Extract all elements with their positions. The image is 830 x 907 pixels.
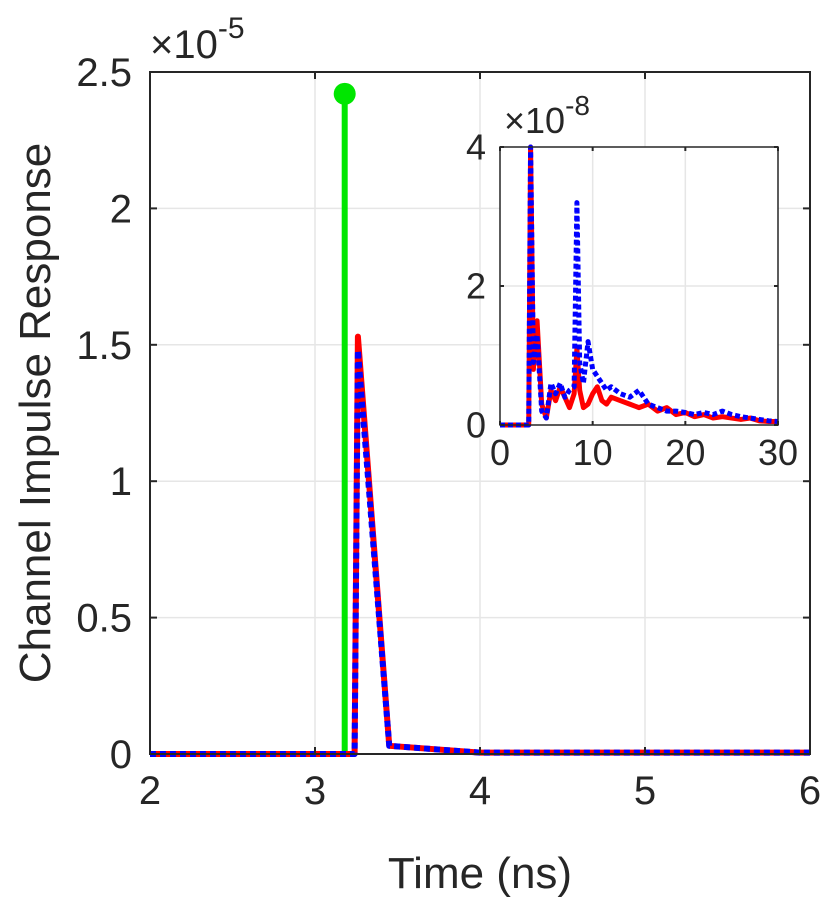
inset-series-blue-dotted	[500, 144, 779, 428]
main-y-tick-label: 1.5	[76, 324, 132, 368]
inset-x-tick-label: 10	[573, 432, 613, 473]
main-y-tick-label: 0	[110, 733, 132, 777]
main-x-tick-label: 6	[799, 769, 821, 813]
inset-ticks	[499, 146, 779, 426]
main-x-tick-label: 3	[304, 769, 326, 813]
inset-tick-labels: 0 10 20 30 0 2 4	[466, 127, 798, 473]
main-y-tick-label: 1	[110, 460, 132, 504]
main-y-axis-label: Channel Impulse Response	[11, 143, 60, 684]
main-y-tick-label: 0.5	[76, 597, 132, 641]
main-x-axis-label: Time (ns)	[388, 849, 572, 898]
inset-x-tick-label: 0	[490, 432, 510, 473]
main-y-exponent: ×10-5	[150, 12, 245, 67]
main-y-tick-label: 2.5	[76, 51, 132, 95]
main-y-tick-label: 2	[110, 187, 132, 231]
inset-axes: 0 10 20 30 0 2 4 ×10-8	[466, 90, 798, 473]
inset-grid	[500, 147, 778, 425]
main-x-tick-label: 2	[139, 769, 161, 813]
inset-y-exponent: ×10-8	[504, 90, 590, 141]
inset-x-tick-label: 30	[758, 432, 798, 473]
main-tick-labels: 2 3 4 5 6 0 0.5 1 1.5 2 2.5	[76, 51, 821, 813]
main-x-tick-label: 4	[469, 769, 491, 813]
main-stem-marker	[333, 82, 356, 105]
main-x-tick-label: 5	[634, 769, 656, 813]
inset-x-tick-label: 20	[665, 432, 705, 473]
main-ticks	[149, 71, 811, 755]
inset-y-tick-label: 0	[466, 405, 486, 446]
inset-y-tick-label: 4	[466, 127, 486, 168]
inset-y-tick-label: 2	[466, 266, 486, 307]
inset-series	[500, 144, 779, 428]
